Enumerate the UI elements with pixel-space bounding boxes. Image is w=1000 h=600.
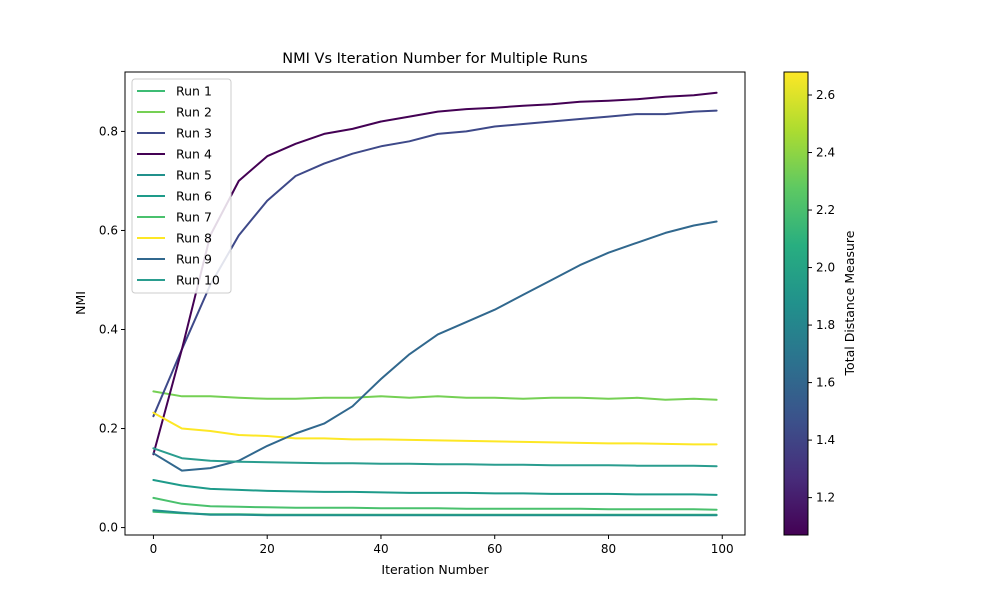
chart-title: NMI Vs Iteration Number for Multiple Run… xyxy=(282,51,587,67)
legend-entry: Run 2 xyxy=(176,105,212,120)
legend-entry: Run 6 xyxy=(176,189,212,204)
series-line-run-3 xyxy=(152,109,718,418)
x-axis-ticks: 0 20 40 60 80 100 xyxy=(150,535,734,556)
colorbar-tick-label: 2.0 xyxy=(816,261,835,275)
x-tick-label: 0 xyxy=(150,542,158,556)
y-tick-label: 0.2 xyxy=(99,422,118,436)
series-line-run-4 xyxy=(152,91,718,456)
legend-entry: Run 10 xyxy=(176,273,220,288)
series-line-run-7 xyxy=(152,496,718,511)
colorbar-tick-label: 2.2 xyxy=(816,203,835,217)
legend-entry: Run 7 xyxy=(176,210,212,225)
colorbar-tick-label: 1.6 xyxy=(816,376,835,390)
x-tick-label: 20 xyxy=(260,542,275,556)
colorbar xyxy=(783,71,809,536)
colorbar-tick-label: 1.4 xyxy=(816,433,835,447)
y-axis-ticks: 0.0 0.2 0.4 0.6 0.8 xyxy=(99,124,125,535)
series-line-run-10 xyxy=(152,447,718,468)
y-tick-label: 0.4 xyxy=(99,322,118,336)
x-axis-label: Iteration Number xyxy=(381,562,489,577)
x-tick-label: 60 xyxy=(487,542,502,556)
y-axis-label: NMI xyxy=(73,291,88,315)
x-tick-label: 40 xyxy=(373,542,388,556)
colorbar-label: Total Distance Measure xyxy=(842,230,857,376)
y-tick-label: 0.6 xyxy=(99,223,118,237)
series-lines xyxy=(152,91,718,517)
series-line-run-9 xyxy=(152,220,718,472)
legend-entry: Run 3 xyxy=(176,126,212,141)
y-tick-label: 0.0 xyxy=(99,521,118,535)
y-tick-label: 0.8 xyxy=(99,124,118,138)
legend-entry: Run 1 xyxy=(176,84,212,99)
colorbar-tick-label: 1.8 xyxy=(816,318,835,332)
series-line-run-6 xyxy=(152,479,718,496)
series-line-run-5 xyxy=(152,509,718,517)
legend-entry: Run 9 xyxy=(176,252,212,267)
x-tick-label: 100 xyxy=(711,542,734,556)
colorbar-tick-label: 2.6 xyxy=(816,88,835,102)
colorbar-ticks: 1.2 1.4 1.6 1.8 2.0 2.2 2.4 2.6 xyxy=(808,88,835,505)
colorbar-tick-label: 1.2 xyxy=(816,491,835,505)
legend-entry: Run 8 xyxy=(176,231,212,246)
plot-frame xyxy=(124,71,746,536)
x-tick-label: 80 xyxy=(601,542,616,556)
series-line-run-2 xyxy=(152,390,718,401)
legend: Run 1 Run 2 Run 3 Run 4 Run 5 Run 6 Run 7 Run 8… xyxy=(131,78,232,294)
legend-entry: Run 4 xyxy=(176,147,212,162)
colorbar-tick-label: 2.4 xyxy=(816,146,835,160)
legend-entry: Run 5 xyxy=(176,168,212,183)
series-line-run-8 xyxy=(152,411,718,446)
